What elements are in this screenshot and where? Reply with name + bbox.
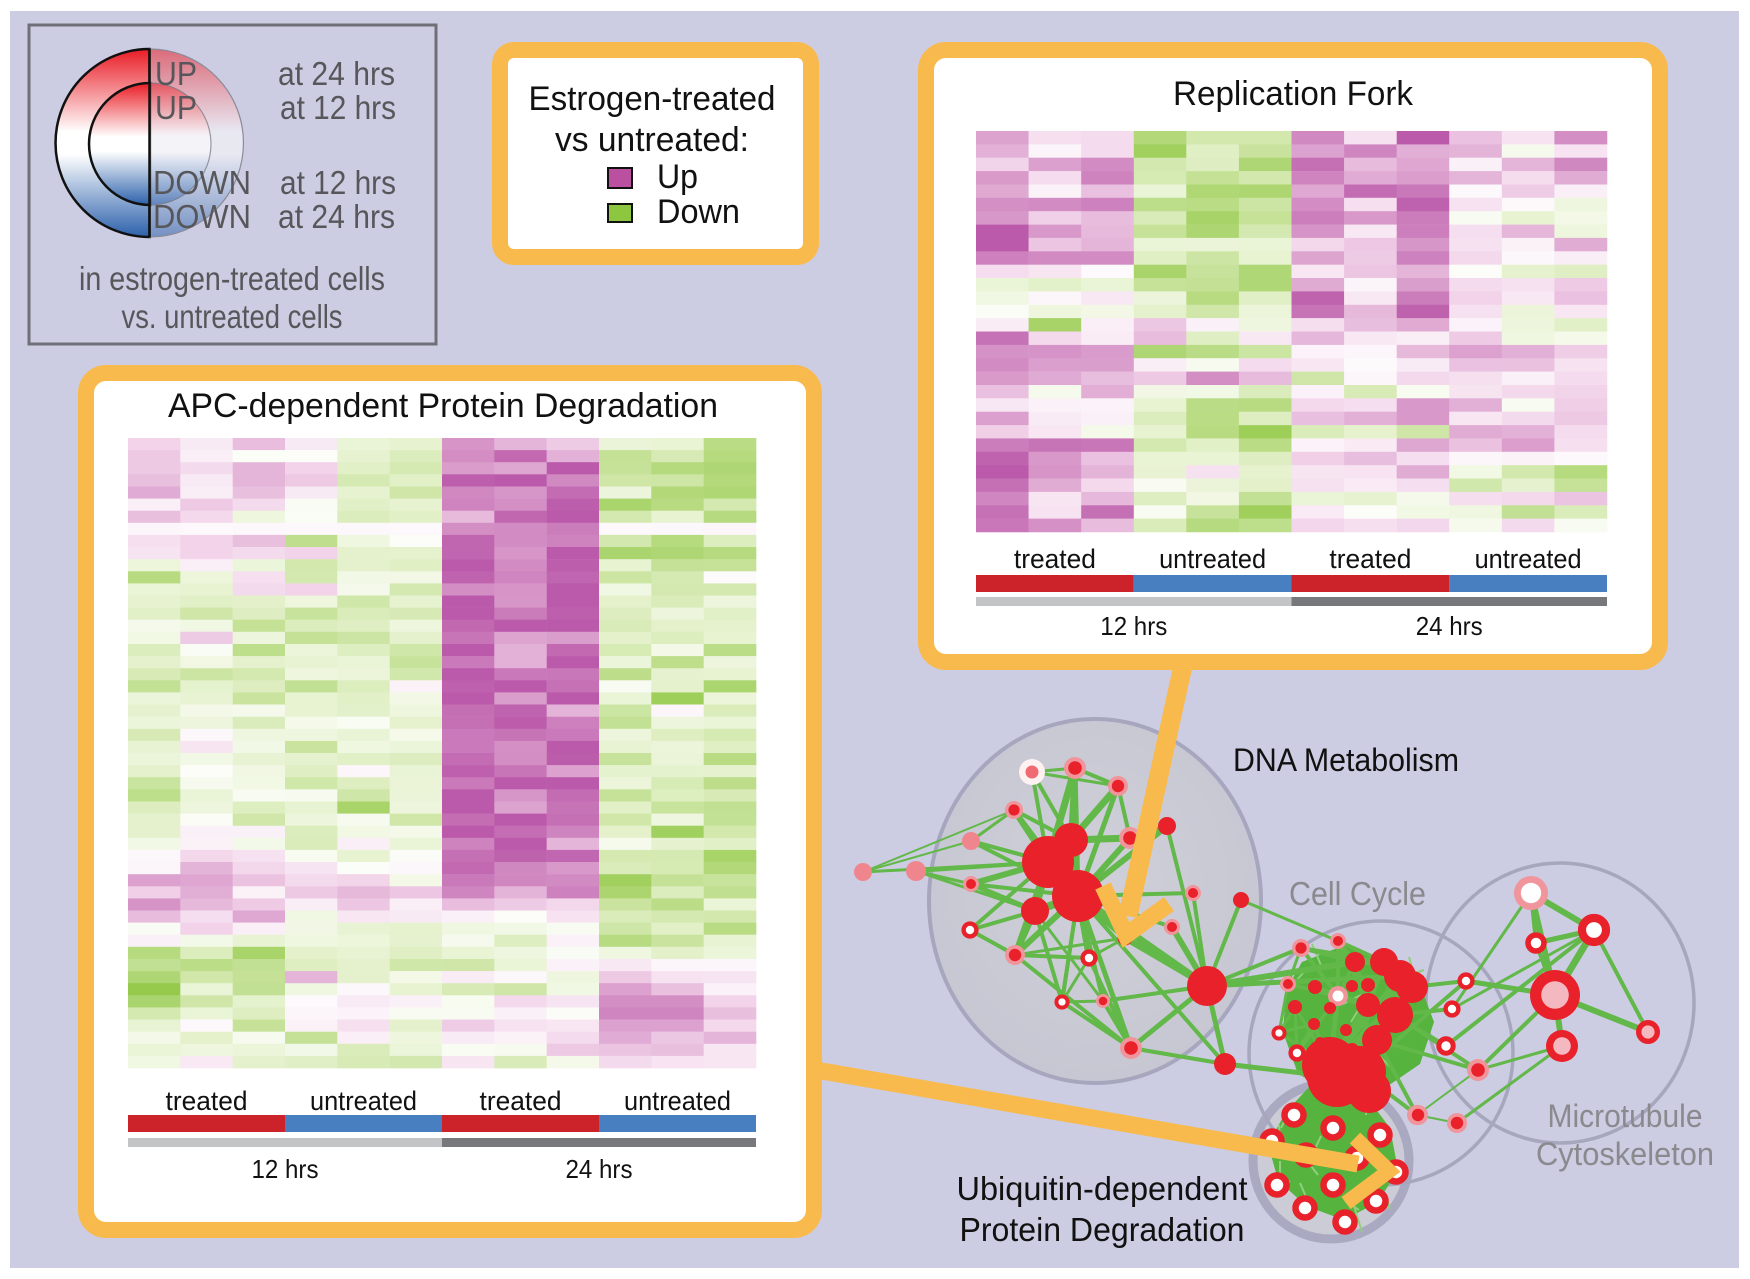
svg-text:vs. untreated cells: vs. untreated cells [122,298,343,335]
svg-text:UP: UP [155,55,197,92]
svg-text:treated: treated [166,1086,248,1116]
svg-text:untreated: untreated [1159,544,1266,574]
svg-text:at 24 hrs: at 24 hrs [278,198,395,235]
svg-text:Estrogen-treated: Estrogen-treated [529,80,776,118]
svg-text:UP: UP [155,89,197,126]
svg-text:Up: Up [657,158,698,196]
svg-text:at 12 hrs: at 12 hrs [280,164,396,201]
svg-text:in estrogen-treated cells: in estrogen-treated cells [79,260,385,297]
svg-text:vs untreated:: vs untreated: [555,121,749,159]
svg-text:Down: Down [657,193,740,231]
svg-text:24 hrs: 24 hrs [566,1154,633,1184]
svg-text:12 hrs: 12 hrs [1100,611,1167,641]
svg-text:DOWN: DOWN [153,198,251,235]
svg-text:DOWN: DOWN [153,164,251,201]
svg-text:APC-dependent Protein Degradat: APC-dependent Protein Degradation [168,387,718,425]
svg-text:24 hrs: 24 hrs [1416,611,1483,641]
svg-text:untreated: untreated [310,1086,417,1116]
svg-text:DNA Metabolism: DNA Metabolism [1233,742,1459,778]
svg-text:Ubiquitin-dependent: Ubiquitin-dependent [957,1171,1249,1208]
svg-text:treated: treated [480,1086,562,1116]
svg-text:Cell Cycle: Cell Cycle [1289,875,1426,912]
svg-text:Replication Fork: Replication Fork [1173,75,1414,113]
svg-text:Microtubule: Microtubule [1548,1098,1703,1134]
svg-text:untreated: untreated [624,1086,731,1116]
svg-text:Cytoskeleton: Cytoskeleton [1536,1136,1714,1172]
svg-text:Protein Degradation: Protein Degradation [960,1212,1245,1249]
svg-text:at 12 hrs: at 12 hrs [280,89,396,126]
svg-text:treated: treated [1329,544,1411,574]
svg-text:at 24 hrs: at 24 hrs [278,55,395,92]
svg-text:12 hrs: 12 hrs [252,1154,319,1184]
svg-text:untreated: untreated [1475,544,1582,574]
svg-text:treated: treated [1014,544,1096,574]
